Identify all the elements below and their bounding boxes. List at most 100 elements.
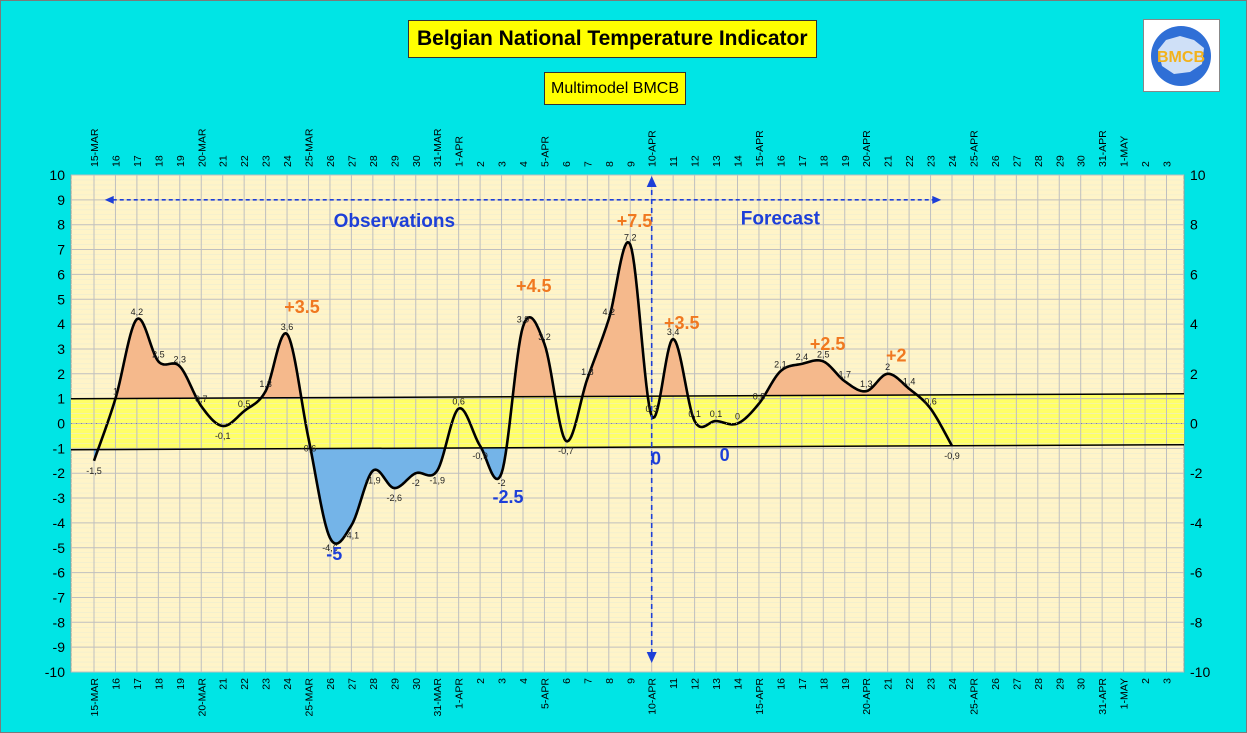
data-label: 0,6	[452, 397, 465, 407]
y-tick-right: -4	[1190, 515, 1203, 531]
x-tick-bottom: 2	[475, 678, 487, 684]
x-tick-bottom: 28	[368, 678, 380, 690]
x-tick-top: 21	[883, 155, 895, 167]
data-label: 1,3	[860, 379, 873, 389]
x-tick-bottom: 3	[497, 678, 509, 684]
x-tick-bottom: 18	[818, 678, 830, 690]
x-tick-bottom: 31-APR	[1097, 678, 1109, 715]
y-tick-left: 5	[57, 291, 65, 307]
data-label: 0,8	[753, 392, 766, 402]
x-tick-bottom: 25-APR	[968, 678, 980, 715]
normal-range-band	[71, 393, 1184, 450]
x-tick-bottom: 29	[389, 678, 401, 690]
normal-band-lower-line	[70, 443, 1185, 451]
peak-annotation: -5	[326, 544, 342, 564]
data-label: -0,9	[944, 451, 960, 461]
x-tick-top: 25-MAR	[304, 128, 316, 167]
data-label: -0,1	[215, 431, 231, 441]
x-tick-top: 31-APR	[1097, 130, 1109, 167]
x-tick-bottom: 26	[990, 678, 1002, 690]
data-label: 0,7	[195, 394, 208, 404]
x-tick-bottom: 1-MAY	[1119, 678, 1131, 709]
x-tick-top: 16	[775, 155, 787, 167]
x-tick-top: 9	[625, 161, 637, 167]
x-tick-top: 24	[947, 155, 959, 167]
data-label: 2	[885, 362, 890, 372]
data-label: 1,8	[581, 367, 594, 377]
x-tick-bottom: 15-APR	[754, 678, 766, 715]
data-label: 1	[113, 387, 118, 397]
peak-annotation: 0	[651, 449, 661, 469]
y-tick-left: -1	[53, 440, 66, 456]
x-tick-bottom: 24	[947, 678, 959, 690]
x-tick-bottom: 10-APR	[647, 678, 659, 715]
x-tick-bottom: 19	[175, 678, 187, 690]
x-tick-top: 20-MAR	[196, 128, 208, 167]
x-tick-bottom: 29	[1054, 678, 1066, 690]
data-label: 1,4	[903, 377, 916, 387]
x-tick-bottom: 6	[561, 678, 573, 684]
x-tick-top: 14	[733, 155, 745, 167]
x-tick-top: 16	[110, 155, 122, 167]
y-tick-left: 6	[57, 266, 65, 282]
x-tick-bottom: 1-APR	[454, 678, 466, 709]
x-tick-top: 2	[1140, 161, 1152, 167]
data-label: -1,9	[365, 476, 381, 486]
x-tick-top: 15-MAR	[89, 128, 101, 167]
data-label: 2,5	[152, 349, 165, 359]
y-tick-right: -2	[1190, 465, 1203, 481]
x-tick-top: 20-APR	[861, 130, 873, 167]
x-tick-top: 2	[475, 161, 487, 167]
divider-arrow-up-icon	[646, 176, 657, 187]
data-label: 0,1	[710, 409, 723, 419]
x-tick-top: 23	[926, 155, 938, 167]
peak-annotation: +7.5	[617, 211, 653, 231]
x-tick-bottom: 8	[604, 678, 616, 684]
y-tick-left: -2	[53, 465, 66, 481]
peak-annotation: +4.5	[516, 276, 552, 296]
x-tick-bottom: 9	[625, 678, 637, 684]
x-tick-top: 23	[261, 155, 273, 167]
data-label: 4,2	[131, 307, 144, 317]
data-label: -2,6	[387, 493, 403, 503]
period-arrow-left-icon	[104, 195, 114, 204]
data-label: -1,5	[86, 466, 102, 476]
x-tick-bottom: 28	[1033, 678, 1045, 690]
x-tick-top: 7	[582, 161, 594, 167]
x-tick-bottom: 17	[132, 678, 144, 690]
y-tick-right: 10	[1190, 167, 1206, 183]
data-label: 3,2	[538, 332, 551, 342]
data-label: 3,9	[517, 315, 530, 325]
x-tick-bottom: 7	[582, 678, 594, 684]
y-tick-left: -4	[53, 515, 66, 531]
warm-anomaly-area	[94, 242, 952, 399]
y-tick-left: -7	[53, 589, 66, 605]
x-tick-top: 29	[389, 155, 401, 167]
x-tick-top: 25-APR	[968, 130, 980, 167]
x-tick-top: 19	[175, 155, 187, 167]
logo-emblem-icon: BMCB	[1151, 26, 1211, 86]
x-tick-top: 10-APR	[647, 130, 659, 167]
peak-annotation: +3.5	[284, 297, 320, 317]
x-tick-bottom: 21	[218, 678, 230, 690]
data-label: -4,1	[344, 530, 360, 540]
x-tick-bottom: 2	[1140, 678, 1152, 684]
y-tick-right: -10	[1190, 664, 1210, 680]
data-label: -0,9	[472, 451, 488, 461]
data-label: 3,6	[281, 322, 294, 332]
data-label: -2	[498, 478, 506, 488]
x-tick-top: 24	[282, 155, 294, 167]
data-label: 2,5	[817, 349, 830, 359]
x-tick-top: 26	[325, 155, 337, 167]
y-tick-right: -6	[1190, 565, 1203, 581]
y-tick-left: 4	[57, 316, 65, 332]
y-tick-right: 0	[1190, 416, 1198, 432]
logo-text: BMCB	[1157, 49, 1205, 66]
data-label: -1,9	[429, 476, 445, 486]
x-tick-bottom: 14	[733, 678, 745, 690]
x-tick-top: 12	[690, 155, 702, 167]
data-label: -2	[412, 478, 420, 488]
peak-annotation: -2.5	[492, 487, 523, 507]
